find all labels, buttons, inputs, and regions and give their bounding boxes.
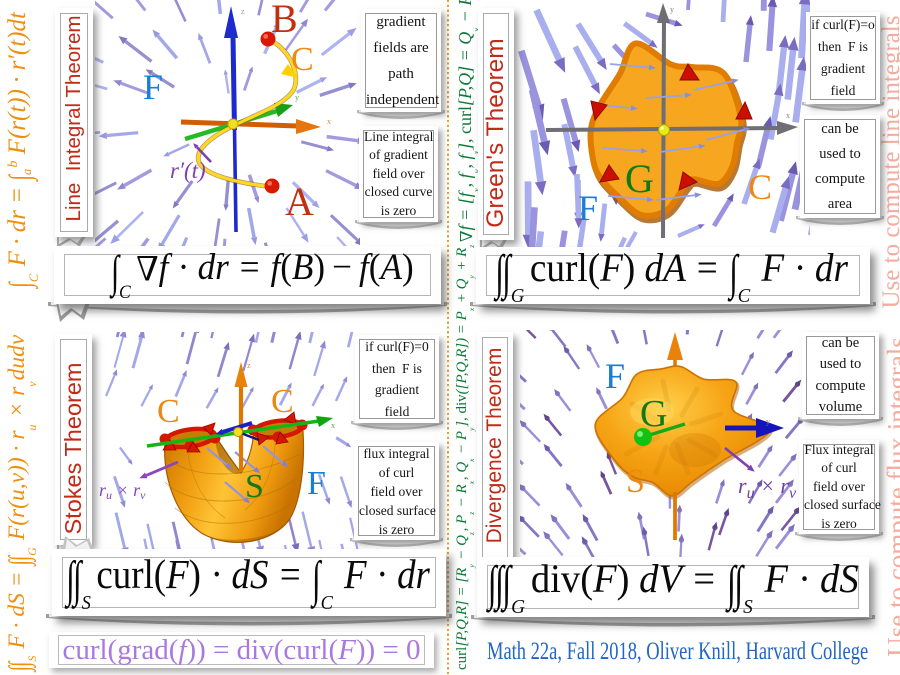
svg-text:B: B bbox=[271, 0, 298, 41]
svg-text:x: x bbox=[786, 111, 790, 120]
svg-text:ru × rv: ru × rv bbox=[738, 473, 797, 502]
svg-text:y: y bbox=[766, 417, 770, 426]
svg-text:G: G bbox=[640, 393, 667, 435]
svg-text:S: S bbox=[626, 463, 645, 500]
svg-text:x: x bbox=[327, 117, 331, 126]
svg-text:F: F bbox=[143, 67, 163, 107]
svg-text:C: C bbox=[271, 383, 294, 420]
svg-text:r′(t): r′(t) bbox=[170, 158, 206, 183]
svg-text:C: C bbox=[157, 393, 180, 430]
svg-text:y: y bbox=[295, 93, 299, 102]
svg-text:C: C bbox=[748, 167, 772, 207]
svg-text:S: S bbox=[245, 468, 264, 505]
svg-text:ru × rv: ru × rv bbox=[99, 480, 146, 502]
svg-text:A: A bbox=[285, 179, 314, 224]
svg-text:y: y bbox=[670, 5, 674, 14]
svg-text:x: x bbox=[331, 421, 335, 430]
svg-text:z: z bbox=[247, 361, 251, 370]
svg-text:F: F bbox=[307, 465, 326, 502]
svg-text:F: F bbox=[578, 188, 598, 228]
svg-text:z: z bbox=[241, 7, 245, 16]
svg-text:F: F bbox=[605, 356, 625, 396]
svg-text:C: C bbox=[291, 41, 314, 78]
svg-text:G: G bbox=[625, 156, 654, 201]
